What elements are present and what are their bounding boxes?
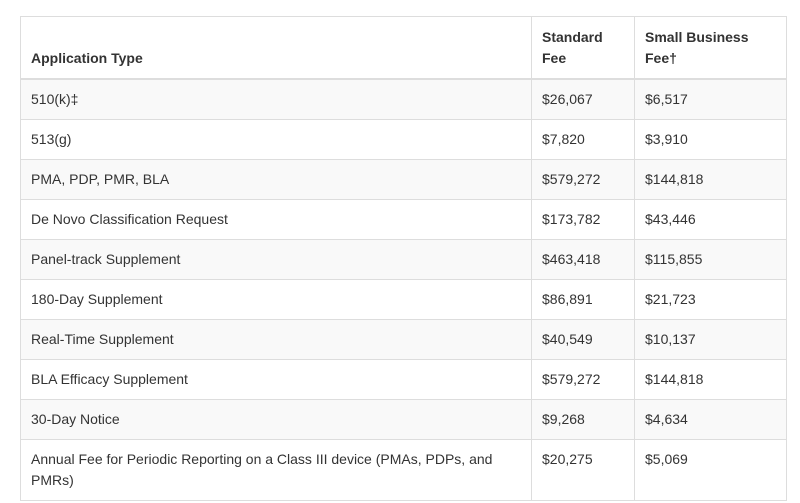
cell-application-type: De Novo Classification Request	[20, 199, 532, 240]
cell-application-type: PMA, PDP, PMR, BLA	[20, 159, 532, 200]
cell-application-type: Panel-track Supplement	[20, 239, 532, 280]
table-row: De Novo Classification Request $173,782 …	[20, 199, 787, 240]
table-row: Real-Time Supplement $40,549 $10,137	[20, 319, 787, 360]
table-row: Annual Fee for Periodic Reporting on a C…	[20, 439, 787, 501]
table-row: 180-Day Supplement $86,891 $21,723	[20, 279, 787, 320]
table-row: 30-Day Notice $9,268 $4,634	[20, 399, 787, 440]
cell-standard-fee: $26,067	[531, 78, 635, 120]
cell-small-business-fee: $144,818	[634, 159, 787, 200]
cell-small-business-fee: $5,069	[634, 439, 787, 501]
cell-standard-fee: $579,272	[531, 159, 635, 200]
table-body: 510(k)‡ $26,067 $6,517 513(g) $7,820 $3,…	[20, 78, 787, 501]
header-application-type: Application Type	[20, 16, 532, 80]
table-row: PMA, PDP, PMR, BLA $579,272 $144,818	[20, 159, 787, 200]
cell-small-business-fee: $3,910	[634, 119, 787, 160]
cell-standard-fee: $463,418	[531, 239, 635, 280]
cell-application-type: Real-Time Supplement	[20, 319, 532, 360]
header-small-business-fee: Small Business Fee†	[634, 16, 787, 80]
cell-application-type: 513(g)	[20, 119, 532, 160]
cell-application-type: 30-Day Notice	[20, 399, 532, 440]
cell-small-business-fee: $115,855	[634, 239, 787, 280]
cell-application-type: 180-Day Supplement	[20, 279, 532, 320]
cell-small-business-fee: $4,634	[634, 399, 787, 440]
header-row: Application Type Standard Fee Small Busi…	[20, 16, 787, 80]
fee-table: Application Type Standard Fee Small Busi…	[20, 16, 787, 501]
cell-standard-fee: $7,820	[531, 119, 635, 160]
cell-standard-fee: $579,272	[531, 359, 635, 400]
cell-standard-fee: $40,549	[531, 319, 635, 360]
cell-standard-fee: $20,275	[531, 439, 635, 501]
cell-application-type: Annual Fee for Periodic Reporting on a C…	[20, 439, 532, 501]
cell-small-business-fee: $43,446	[634, 199, 787, 240]
cell-small-business-fee: $21,723	[634, 279, 787, 320]
table-row: 513(g) $7,820 $3,910	[20, 119, 787, 160]
table-row: Panel-track Supplement $463,418 $115,855	[20, 239, 787, 280]
fee-table-container: Application Type Standard Fee Small Busi…	[20, 16, 787, 501]
cell-small-business-fee: $6,517	[634, 78, 787, 120]
cell-standard-fee: $173,782	[531, 199, 635, 240]
cell-small-business-fee: $10,137	[634, 319, 787, 360]
header-standard-fee: Standard Fee	[531, 16, 635, 80]
table-row: BLA Efficacy Supplement $579,272 $144,81…	[20, 359, 787, 400]
table-row: 510(k)‡ $26,067 $6,517	[20, 78, 787, 120]
cell-application-type: BLA Efficacy Supplement	[20, 359, 532, 400]
cell-standard-fee: $86,891	[531, 279, 635, 320]
cell-standard-fee: $9,268	[531, 399, 635, 440]
cell-application-type: 510(k)‡	[20, 78, 532, 120]
cell-small-business-fee: $144,818	[634, 359, 787, 400]
table-header: Application Type Standard Fee Small Busi…	[20, 16, 787, 80]
